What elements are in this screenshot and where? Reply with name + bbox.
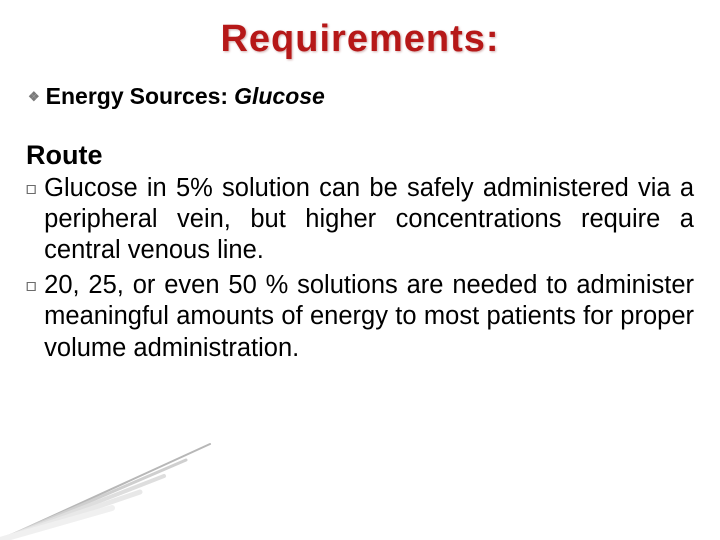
subhead-bold: Energy xyxy=(46,83,124,110)
corner-decoration xyxy=(0,420,250,540)
list-item: 🞐 20, 25, or even 50 % solutions are nee… xyxy=(26,270,694,363)
slide: Requirements: ❖ Energy Sources: Glucose … xyxy=(0,0,720,540)
subhead-italic: Glucose xyxy=(234,83,325,110)
diamond-bullet-icon: ❖ xyxy=(28,89,40,105)
energy-sources-line: ❖ Energy Sources: Glucose xyxy=(26,83,694,110)
list-item: 🞐 Glucose in 5% solution can be safely a… xyxy=(26,173,694,266)
subhead-plain: Sources: xyxy=(130,83,228,110)
list-item-text: 20, 25, or even 50 % solutions are neede… xyxy=(44,270,694,363)
list-item-text: Glucose in 5% solution can be safely adm… xyxy=(44,173,694,266)
route-list: 🞐 Glucose in 5% solution can be safely a… xyxy=(26,173,694,364)
route-heading: Route xyxy=(26,140,694,171)
slide-title: Requirements: xyxy=(26,18,694,61)
square-bullet-icon: 🞐 xyxy=(26,173,36,266)
square-bullet-icon: 🞐 xyxy=(26,270,36,363)
